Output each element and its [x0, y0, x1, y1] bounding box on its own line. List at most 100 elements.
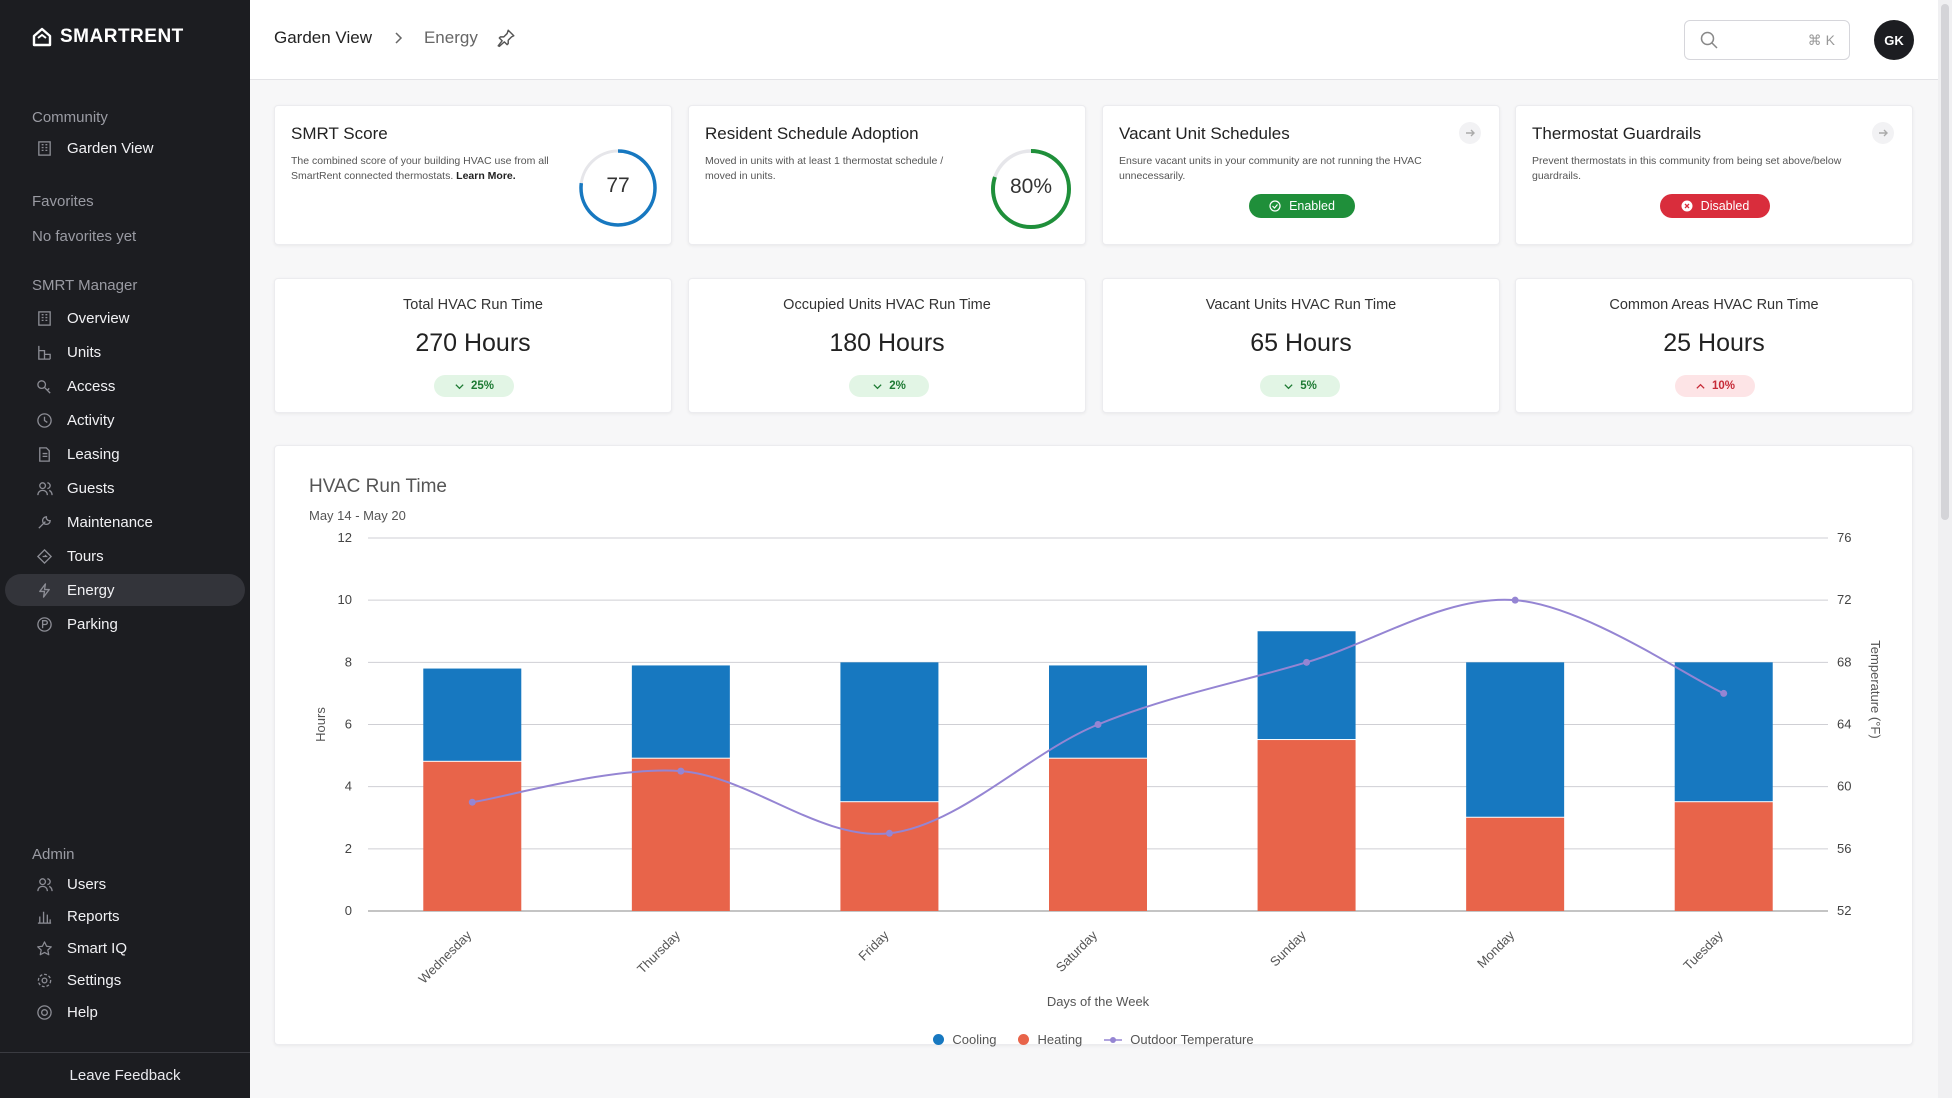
adoption-value: 80% — [1009, 175, 1053, 198]
legend-item-temperature[interactable]: Outdoor Temperature — [1104, 1032, 1254, 1047]
sidebar-item-reports[interactable]: Reports — [5, 900, 245, 932]
sidebar-item-units[interactable]: Units — [5, 336, 245, 368]
y2-tick-label: 60 — [1837, 779, 1851, 794]
metric-label: Total HVAC Run Time — [403, 297, 543, 313]
sidebar-item-garden-view[interactable]: Garden View — [5, 132, 245, 164]
sidebar-item-label: Activity — [67, 411, 115, 429]
sidebar-item-energy[interactable]: Energy — [5, 574, 245, 606]
chevron-down-icon — [1284, 383, 1293, 389]
card-title: SMRT Score — [291, 124, 388, 143]
y-tick-label: 0 — [345, 903, 352, 918]
metric-label: Vacant Units HVAC Run Time — [1205, 297, 1397, 313]
arrow-right-icon[interactable] — [1459, 122, 1481, 144]
x-tick-label: Saturday — [1053, 927, 1101, 975]
metric-label: Common Areas HVAC Run Time — [1609, 297, 1819, 313]
trend-badge: 25% — [434, 375, 514, 397]
metric-value: 25 Hours — [1663, 329, 1765, 357]
sidebar-item-label: Access — [67, 377, 116, 395]
y2-tick-label: 76 — [1837, 530, 1851, 545]
sidebar-item-label: Overview — [67, 309, 130, 327]
gear-icon — [35, 971, 53, 989]
search-icon — [1700, 31, 1718, 49]
temperature-point — [885, 829, 893, 837]
y2-tick-label: 68 — [1837, 654, 1851, 669]
scrollbar-thumb[interactable] — [1941, 4, 1949, 520]
y-tick-label: 6 — [345, 717, 352, 732]
metric-label: Occupied Units HVAC Run Time — [783, 297, 991, 313]
parking-icon — [35, 615, 53, 633]
x-tick-label: Sunday — [1267, 927, 1309, 969]
learn-more-link[interactable]: Learn More. — [456, 170, 516, 182]
sidebar-item-label: Leasing — [67, 445, 120, 463]
y-tick-label: 10 — [338, 592, 352, 607]
trend-badge: 5% — [1260, 375, 1340, 397]
temperature-point — [1720, 689, 1728, 697]
leave-feedback-button[interactable]: Leave Feedback — [0, 1052, 250, 1098]
sidebar-item-help[interactable]: Help — [5, 996, 245, 1028]
y-axis-label: Hours — [313, 707, 328, 742]
bar-cooling — [1257, 631, 1356, 740]
sidebar: SMARTRENT Community Garden View Favorite… — [0, 0, 250, 1098]
sidebar-item-label: Tours — [67, 547, 104, 565]
bar-heating — [631, 758, 730, 911]
x-circle-icon — [1681, 200, 1693, 212]
sidebar-item-label: Reports — [67, 907, 120, 925]
card-description: The combined score of your building HVAC… — [291, 154, 561, 184]
arrow-right-icon[interactable] — [1872, 122, 1894, 144]
sidebar-item-guests[interactable]: Guests — [5, 472, 245, 504]
sidebar-item-access[interactable]: Access — [5, 370, 245, 402]
breadcrumb-current: Energy — [423, 28, 478, 47]
sidebar-item-activity[interactable]: Activity — [5, 404, 245, 436]
document-icon — [35, 445, 53, 463]
top-header: Garden View Energy ⌘ K GK — [250, 0, 1938, 80]
search-input[interactable]: ⌘ K — [1684, 20, 1850, 60]
metric-total-hvac: Total HVAC Run Time 270 Hours 25% — [274, 278, 672, 413]
sidebar-item-label: Energy — [67, 581, 115, 599]
temperature-point — [1094, 721, 1102, 728]
admin-label: Admin — [32, 846, 75, 863]
sidebar-item-leasing[interactable]: Leasing — [5, 438, 245, 470]
sidebar-item-parking[interactable]: Parking — [5, 608, 245, 640]
breadcrumb-community[interactable]: Garden View — [274, 28, 372, 47]
legend-label: Outdoor Temperature — [1130, 1032, 1254, 1047]
sidebar-item-smart-iq[interactable]: Smart IQ — [5, 932, 245, 964]
legend-line-swatch — [1104, 1036, 1123, 1043]
sidebar-item-maintenance[interactable]: Maintenance — [5, 506, 245, 538]
metric-common-hvac: Common Areas HVAC Run Time 25 Hours 10% — [1515, 278, 1913, 413]
clock-icon — [35, 411, 53, 429]
bar-heating — [1257, 740, 1356, 911]
status-badge-enabled: Enabled — [1249, 194, 1355, 218]
sidebar-item-label: Smart IQ — [67, 939, 128, 957]
y2-tick-label: 64 — [1837, 717, 1851, 732]
metric-vacant-hvac: Vacant Units HVAC Run Time 65 Hours 5% — [1102, 278, 1500, 413]
sidebar-item-users[interactable]: Users — [5, 868, 245, 900]
sidebar-item-settings[interactable]: Settings — [5, 964, 245, 996]
status-text: Enabled — [1289, 199, 1335, 213]
temperature-point — [1511, 596, 1519, 604]
bar-chart-icon — [35, 907, 53, 925]
legend-item-cooling[interactable]: Cooling — [933, 1032, 996, 1047]
lifebuoy-icon — [35, 1003, 53, 1021]
x-tick-label: Friday — [855, 927, 891, 963]
people-icon — [35, 875, 53, 893]
page-scrollbar[interactable] — [1938, 0, 1952, 1098]
sidebar-item-tours[interactable]: Tours — [5, 540, 245, 572]
legend-label: Cooling — [952, 1032, 997, 1047]
people-icon — [35, 479, 53, 497]
pin-icon[interactable] — [496, 28, 516, 48]
legend-swatch — [933, 1034, 945, 1045]
avatar[interactable]: GK — [1874, 20, 1914, 60]
bar-heating — [1674, 802, 1773, 911]
vacant-unit-schedules-card[interactable]: Vacant Unit Schedules Ensure vacant unit… — [1102, 105, 1500, 245]
sidebar-item-overview[interactable]: Overview — [5, 302, 245, 334]
chevron-down-icon — [455, 383, 464, 389]
trend-badge: 10% — [1675, 375, 1755, 397]
smrt-manager-label: SMRT Manager — [32, 277, 138, 294]
star-icon — [35, 939, 53, 957]
thermostat-guardrails-card[interactable]: Thermostat Guardrails Prevent thermostat… — [1515, 105, 1913, 245]
smartrent-logo[interactable]: SMARTRENT — [32, 26, 184, 48]
legend-item-heating[interactable]: Heating — [1018, 1032, 1082, 1047]
schedule-adoption-card: Resident Schedule Adoption Moved in unit… — [688, 105, 1086, 245]
search-shortcut: ⌘ K — [1807, 31, 1835, 48]
building-icon — [35, 309, 53, 327]
